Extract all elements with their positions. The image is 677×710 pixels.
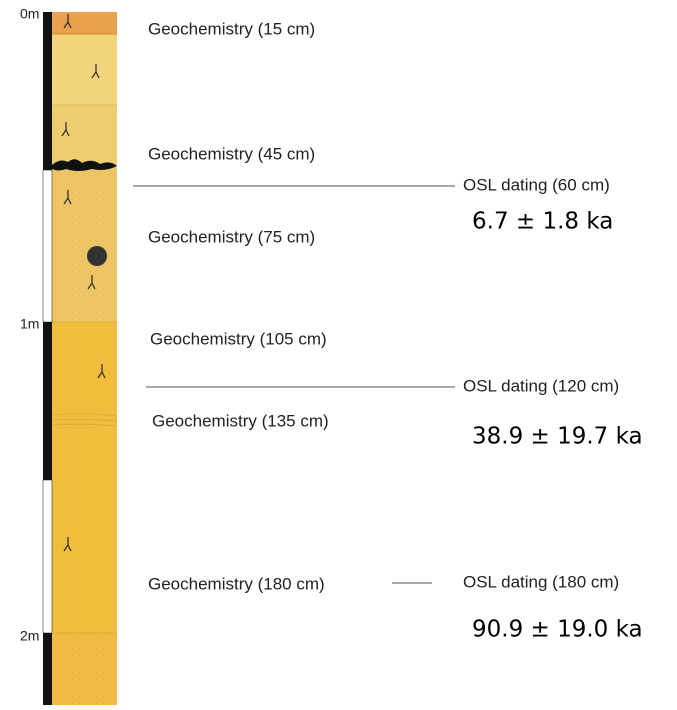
- depth-label: 0m: [20, 6, 39, 22]
- osl-age: 6.7 ± 1.8 ka: [472, 209, 613, 235]
- geochemistry-label: Geochemistry (135 cm): [152, 411, 329, 430]
- depth-label: 1m: [20, 316, 39, 332]
- osl-label: OSL dating (60 cm): [463, 175, 610, 194]
- osl-age: 90.9 ± 19.0 ka: [472, 617, 643, 643]
- osl-age: 38.9 ± 19.7 ka: [472, 424, 643, 450]
- stratigraphic-diagram: 0m 1m 2m Geochemistry (15 cm) Geochemist…: [0, 0, 677, 710]
- geochemistry-label: Geochemistry (105 cm): [150, 329, 327, 348]
- osl-label: OSL dating (180 cm): [463, 572, 619, 591]
- geochemistry-label: Geochemistry (75 cm): [148, 227, 315, 246]
- osl-label: OSL dating (120 cm): [463, 376, 619, 395]
- geochemistry-label: Geochemistry (180 cm): [148, 574, 325, 593]
- geochemistry-label: Geochemistry (15 cm): [148, 19, 315, 38]
- column: [52, 12, 117, 705]
- geochemistry-label: Geochemistry (45 cm): [148, 144, 315, 163]
- depth-label: 2m: [20, 628, 39, 644]
- scale-bar: [43, 12, 52, 705]
